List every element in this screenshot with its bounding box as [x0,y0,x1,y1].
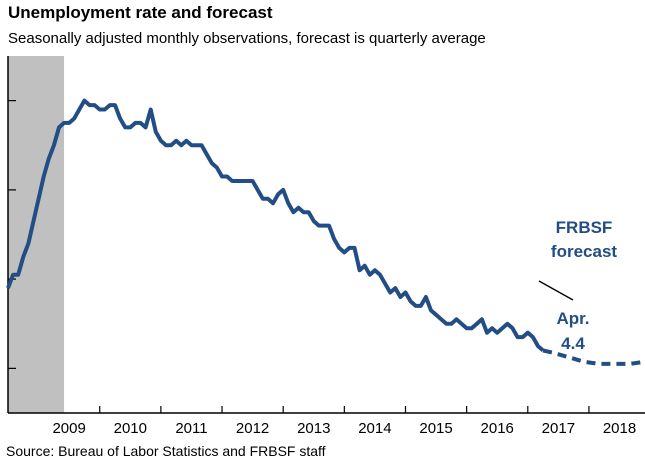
latest-value-label-line1: Apr. [556,309,589,328]
x-tick-label: 2013 [297,420,330,437]
x-tick-label: 2016 [481,420,514,437]
chart-subtitle: Seasonally adjusted monthly observations… [8,30,486,47]
latest-value-label-line2: 4.4 [561,334,585,353]
forecast-series-line [542,348,645,366]
x-tick-label: 2011 [175,420,207,437]
recession-shading [8,56,65,413]
x-tick-label: 2018 [603,420,636,437]
x-tick-label: 2015 [419,420,452,437]
unemployment-line-chart: 2009 2010 2011 2012 2013 2014 2015 2016 2017 2018… [6,56,645,437]
x-tick-label: 2010 [114,420,147,437]
forecast-label-line1: FRBSF [556,218,613,237]
x-tick-label: 2012 [236,420,269,437]
chart-title: Unemployment rate and forecast [8,3,273,22]
x-tick-label: 2017 [542,420,575,437]
x-tick-label: 2009 [52,420,85,437]
chart-source-note: Source: Bureau of Labor Statistics and F… [6,443,326,459]
unemployment-series-line [6,98,545,353]
x-tick-label: 2014 [358,420,391,437]
latest-value-leader-line [538,280,574,301]
forecast-label-line2: forecast [551,242,617,261]
